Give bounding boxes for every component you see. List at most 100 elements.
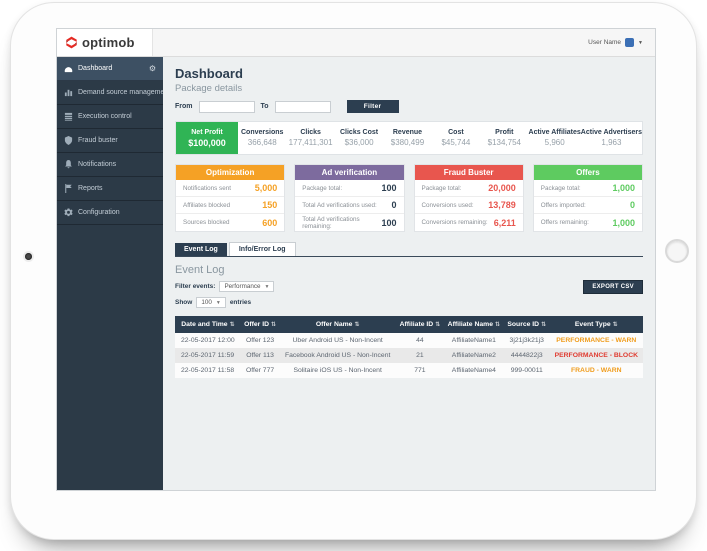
gear-icon[interactable]: ⚙ xyxy=(148,64,156,73)
export-csv-button[interactable]: EXPORT CSV xyxy=(583,280,643,294)
filter-button[interactable]: Filter xyxy=(346,100,399,113)
sort-icon: ⇅ xyxy=(494,322,501,328)
stat-revenue: Revenue $380,499 xyxy=(383,122,431,154)
stat-label: Revenue xyxy=(392,129,423,136)
cell-affiliate-id: 21 xyxy=(416,352,424,359)
table-row[interactable]: 22-05-2017 11:59 Offer 113 Facebook Andr… xyxy=(175,348,643,363)
camera-dot xyxy=(25,253,32,260)
card-optimization: Optimization Notifications sent 5,000 Aff… xyxy=(175,164,286,232)
show-entries-row: Show 100 ▼ entries xyxy=(175,297,643,308)
stat-label: Cost xyxy=(448,129,464,136)
stat-value: $36,000 xyxy=(344,138,374,147)
sidebar-item-label: Reports xyxy=(78,185,103,192)
sidebar-item-label: Demand source management xyxy=(78,89,163,96)
cell-source-id: 999-00011 xyxy=(510,367,543,374)
sidebar-item-fraud-buster[interactable]: Fraud buster xyxy=(57,129,163,153)
card-ad-verification: Ad verification Package total: 100 Total … xyxy=(294,164,405,232)
stat-value: $100,000 xyxy=(188,137,226,148)
sidebar-item-configuration[interactable]: Configuration xyxy=(57,201,163,225)
sidebar-item-dashboard[interactable]: Dashboard ⚙ xyxy=(57,57,163,81)
card-row-value: 100 xyxy=(381,183,397,193)
card-row-label: Sources blocked xyxy=(183,219,230,226)
card-row-value: 0 xyxy=(391,200,397,210)
sidebar-item-demand-source-management[interactable]: Demand source management xyxy=(57,81,163,105)
cell-affiliate-id: 771 xyxy=(414,367,426,374)
stat-active-advertisers: Active Advertisers 1,963 xyxy=(581,122,642,154)
optimob-logo-icon xyxy=(66,36,77,49)
column-label: Affiliate ID xyxy=(399,321,434,328)
sort-icon: ⇅ xyxy=(271,322,277,328)
page-title: Dashboard xyxy=(175,66,243,81)
card-row-value: 20,000 xyxy=(488,183,516,193)
card-row-label: Offers imported: xyxy=(540,201,586,209)
stat-clicks-cost: Clicks Cost $36,000 xyxy=(335,122,383,154)
stats-bar: Net Profit $100,000 Conversions 366,648 C… xyxy=(175,121,643,155)
sidebar-item-label: Configuration xyxy=(78,209,120,216)
sidebar-item-notifications[interactable]: Notifications xyxy=(57,153,163,177)
card-row-label: Package total: xyxy=(421,184,462,192)
sidebar-item-reports[interactable]: Reports xyxy=(57,177,163,201)
card-title: Fraud Buster xyxy=(414,165,523,180)
page-subtitle: Package details xyxy=(175,83,243,94)
column-label: Offer ID xyxy=(244,321,269,328)
card-title: Offers xyxy=(533,165,642,180)
sort-icon: ⇅ xyxy=(229,322,235,328)
user-name-label: User Name xyxy=(588,39,622,46)
sidebar-item-label: Fraud buster xyxy=(78,137,118,144)
stat-label: Clicks Cost xyxy=(339,129,379,136)
to-label: To xyxy=(260,103,269,110)
entries-label: entries xyxy=(229,299,252,306)
col-date-time[interactable]: Date and Time ⇅ xyxy=(175,316,241,333)
card-offers: Offers Package total: 1,000 Offers import… xyxy=(532,164,643,232)
home-button[interactable] xyxy=(665,239,689,263)
logo[interactable]: optimob xyxy=(57,29,153,56)
col-affiliate-name[interactable]: Affiliate Name ⇅ xyxy=(443,316,504,333)
card-row-label: Notifications sent xyxy=(183,184,231,192)
stat-label: Net Profit xyxy=(191,128,223,136)
event-log-table: Date and Time ⇅ Offer ID ⇅ Offer Name ⇅ Aff… xyxy=(175,316,643,378)
filter-events-value: Performance xyxy=(224,283,261,290)
user-menu[interactable]: User Name ▼ xyxy=(588,29,655,56)
cell-offer-name: Facebook Android US - Non-Incent xyxy=(284,352,391,359)
tab-info-error-log[interactable]: Info/Error Log xyxy=(228,242,296,256)
column-label: Offer Name xyxy=(315,321,353,328)
from-date-input[interactable] xyxy=(198,100,255,113)
stat-value: 5,960 xyxy=(544,138,565,147)
show-entries-select[interactable]: 100 ▼ xyxy=(196,297,226,308)
sidebar-item-label: Dashboard xyxy=(78,65,113,72)
column-label: Date and Time xyxy=(181,321,228,328)
cell-event-type: PERFORMANCE - WARN xyxy=(556,337,637,344)
to-date-input[interactable] xyxy=(274,100,331,113)
stat-value: $380,499 xyxy=(390,138,425,147)
sidebar: Dashboard ⚙ Demand source management Exe… xyxy=(57,57,163,490)
col-event-type[interactable]: Event Type ⇅ xyxy=(549,316,643,333)
stat-value: $45,744 xyxy=(441,138,471,147)
cell-offer-id: Offer 123 xyxy=(245,337,275,344)
sort-icon: ⇅ xyxy=(612,322,618,328)
cell-source-id: 4444822j3 xyxy=(510,352,543,359)
col-offer-name[interactable]: Offer Name ⇅ xyxy=(279,316,397,333)
filter-events-select[interactable]: Performance ▼ xyxy=(219,281,275,292)
show-label: Show xyxy=(175,299,193,306)
col-source-id[interactable]: Source ID ⇅ xyxy=(503,316,550,333)
log-tabs: Event Log Info/Error Log xyxy=(175,242,643,257)
tab-event-log[interactable]: Event Log xyxy=(175,243,227,256)
topbar: optimob User Name ▼ xyxy=(57,29,655,57)
cell-offer-id: Offer 777 xyxy=(245,367,275,374)
table-row[interactable]: 22-05-2017 12:00 Offer 123 Uber Android … xyxy=(175,333,643,348)
col-offer-id[interactable]: Offer ID ⇅ xyxy=(240,316,280,333)
cell-event-type: FRAUD - WARN xyxy=(570,367,622,374)
shield-icon xyxy=(64,136,73,145)
table-row[interactable]: 22-05-2017 11:58 Offer 777 Solitaire iOS… xyxy=(175,363,643,378)
cell-offer-id: Offer 113 xyxy=(246,352,274,359)
sidebar-item-execution-control[interactable]: Execution control xyxy=(57,105,163,129)
col-affiliate-id[interactable]: Affiliate ID ⇅ xyxy=(396,316,444,333)
stat-label: Active Advertisers xyxy=(580,129,643,136)
summary-cards: Optimization Notifications sent 5,000 Aff… xyxy=(175,164,643,232)
card-row-label: Conversions remaining: xyxy=(421,219,488,226)
cell-affiliate-name: AffiliateName4 xyxy=(451,367,496,374)
column-label: Source ID xyxy=(507,321,540,328)
column-label: Affiliate Name xyxy=(447,321,493,328)
logo-text: optimob xyxy=(82,35,135,50)
